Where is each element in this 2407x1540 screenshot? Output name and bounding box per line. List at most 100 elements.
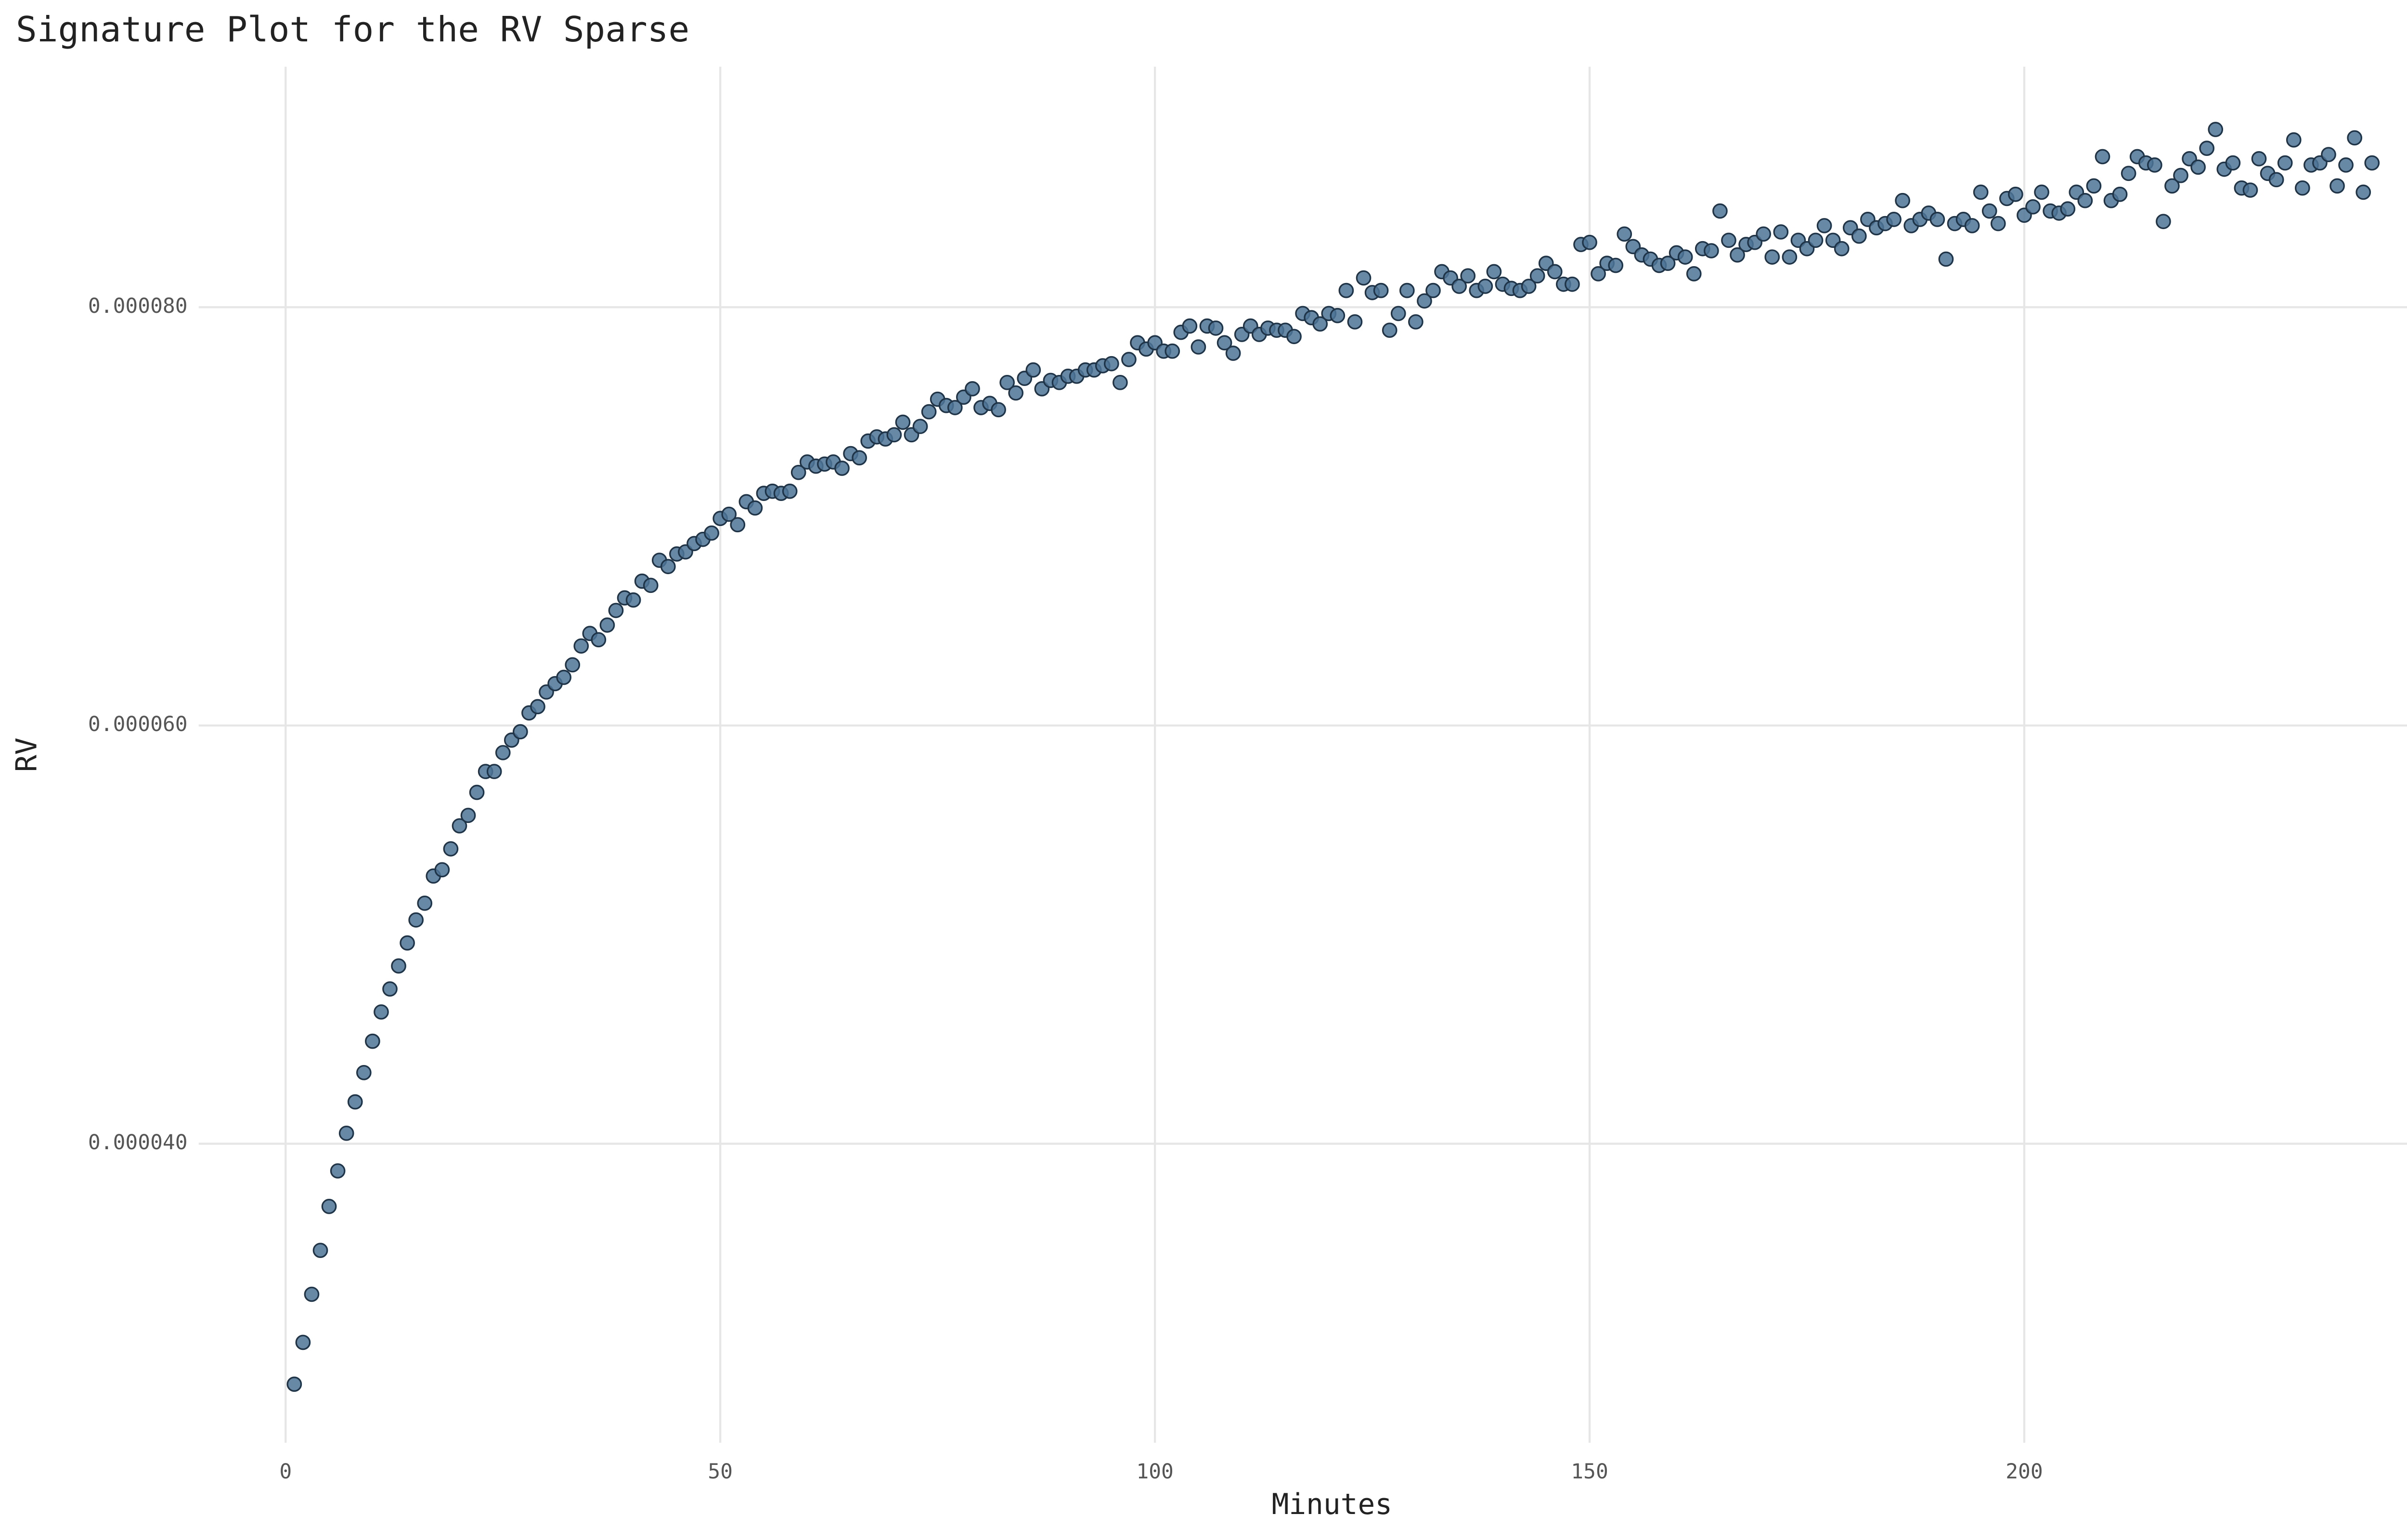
point	[1608, 257, 1624, 273]
point	[1417, 293, 1432, 309]
point	[1886, 212, 1902, 227]
point	[1929, 212, 1945, 227]
point	[2347, 130, 2363, 146]
point	[1408, 314, 1423, 330]
point	[400, 935, 415, 951]
point	[608, 603, 624, 618]
point	[643, 578, 659, 593]
point	[2095, 149, 2110, 165]
point	[1660, 256, 1676, 271]
point	[365, 1033, 380, 1049]
point	[747, 500, 763, 516]
point	[408, 912, 424, 928]
point	[565, 657, 581, 673]
point	[443, 841, 459, 857]
point	[469, 784, 485, 800]
point	[321, 1199, 337, 1214]
point	[2025, 199, 2041, 215]
point	[2112, 186, 2128, 202]
point	[1677, 249, 1693, 265]
point	[1834, 241, 1850, 257]
point	[391, 958, 406, 974]
point	[1312, 316, 1328, 332]
point	[2164, 178, 2180, 194]
point	[304, 1286, 320, 1302]
point	[2208, 122, 2224, 137]
point	[1103, 356, 1119, 372]
point	[834, 461, 850, 476]
point	[2156, 214, 2171, 230]
point	[2364, 155, 2380, 171]
point	[1712, 203, 1728, 219]
x-tick-label: 200	[2006, 1460, 2043, 1484]
point	[2338, 157, 2354, 173]
point	[947, 400, 963, 415]
point	[2060, 201, 2076, 217]
point	[1686, 266, 1702, 282]
point	[895, 414, 911, 430]
point	[2225, 155, 2241, 171]
point	[1460, 268, 1476, 284]
point	[1330, 308, 1346, 323]
point	[495, 745, 511, 760]
point	[1486, 264, 1502, 280]
point	[2034, 184, 2049, 200]
point	[2286, 132, 2302, 148]
point	[556, 669, 572, 685]
point	[1356, 270, 1372, 286]
point	[1704, 243, 1719, 258]
y-tick-label: 0.000080	[88, 294, 188, 318]
point	[347, 1094, 363, 1110]
point	[2121, 166, 2136, 181]
point	[1216, 335, 1232, 351]
point	[2329, 178, 2345, 194]
point	[721, 506, 737, 522]
point	[1382, 322, 1398, 338]
point	[1547, 264, 1563, 280]
point	[573, 638, 589, 654]
point	[1451, 279, 1467, 294]
point	[790, 464, 806, 480]
point	[1425, 282, 1441, 298]
point	[295, 1335, 311, 1350]
point	[912, 419, 928, 434]
x-axis-label: Minutes	[1272, 1488, 1392, 1521]
point	[625, 592, 641, 608]
point	[704, 525, 719, 541]
point	[1895, 192, 1910, 208]
point	[1286, 329, 1302, 345]
point	[2355, 184, 2371, 200]
point	[2268, 172, 2284, 188]
point	[660, 559, 676, 575]
point	[2242, 182, 2258, 198]
point	[1730, 247, 1745, 263]
point	[2321, 147, 2336, 163]
point	[513, 724, 528, 740]
point	[1338, 282, 1354, 298]
point	[852, 450, 867, 466]
point	[1981, 203, 1997, 219]
point	[1851, 228, 1867, 244]
point	[486, 764, 502, 779]
point	[1225, 346, 1241, 361]
point	[286, 1376, 302, 1392]
point	[1390, 306, 1406, 321]
point	[2147, 157, 2162, 173]
x-tick-label: 50	[708, 1460, 733, 1484]
point	[330, 1163, 346, 1179]
point	[1617, 226, 1632, 242]
y-tick-label: 0.000060	[88, 712, 188, 736]
point	[2077, 192, 2093, 208]
point	[312, 1243, 328, 1258]
point	[2008, 186, 2023, 202]
point	[1782, 249, 1798, 265]
point	[2190, 159, 2206, 175]
point	[991, 402, 1006, 418]
point	[1990, 216, 2006, 231]
point	[1208, 320, 1224, 336]
point	[1756, 226, 1772, 242]
y-axis-label: RV	[11, 738, 44, 772]
point	[1165, 343, 1180, 359]
point	[1591, 266, 1606, 282]
point	[1529, 268, 1545, 284]
